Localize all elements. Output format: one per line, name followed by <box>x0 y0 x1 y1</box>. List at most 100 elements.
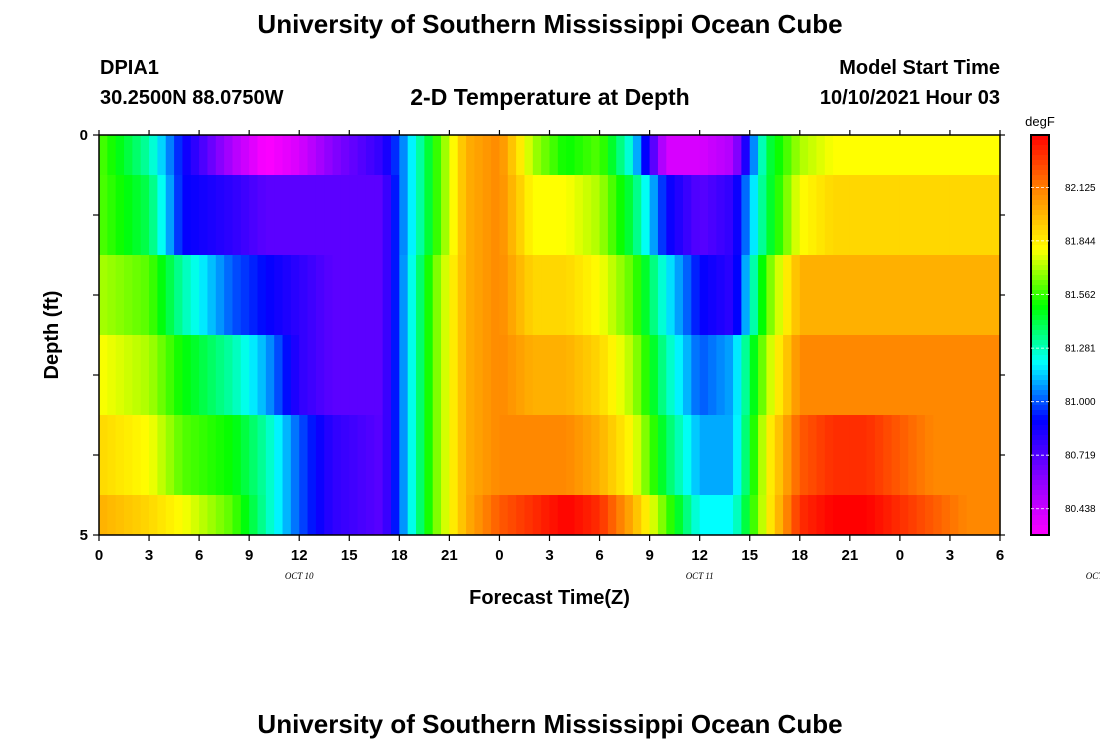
heatmap-cell <box>549 135 559 175</box>
colorbar-segment <box>1031 300 1049 306</box>
heatmap-cell <box>557 255 567 335</box>
heatmap-cell <box>199 495 209 535</box>
heatmap-cell <box>582 175 592 255</box>
heatmap-cell <box>933 255 943 335</box>
heatmap-cell <box>516 335 526 415</box>
heatmap-cell <box>991 135 1001 175</box>
heatmap-cell <box>532 415 542 495</box>
heatmap-cell <box>607 415 617 495</box>
heatmap-cell <box>924 175 934 255</box>
footer-title: University of Southern Mississippi Ocean… <box>257 709 843 739</box>
heatmap-cell <box>641 255 651 335</box>
heatmap-cell <box>574 415 584 495</box>
heatmap-cell <box>699 135 709 175</box>
heatmap-cell <box>340 415 350 495</box>
heatmap-cell <box>449 255 459 335</box>
heatmap-cell <box>933 495 943 535</box>
heatmap-cell <box>908 175 918 255</box>
heatmap-cell <box>949 175 959 255</box>
x-tick-label: 9 <box>245 547 253 564</box>
page-title: University of Southern Mississippi Ocean… <box>257 9 843 39</box>
heatmap-cell <box>99 415 108 495</box>
heatmap-cell <box>808 415 818 495</box>
heatmap-cell <box>566 495 576 535</box>
heatmap-cell <box>390 335 400 415</box>
heatmap-cell <box>474 495 484 535</box>
heatmap-cell <box>866 415 876 495</box>
heatmap-cell <box>941 335 951 415</box>
heatmap-cell <box>124 495 133 535</box>
colorbar-segment <box>1031 530 1049 536</box>
heatmap-cell <box>407 175 417 255</box>
heatmap-cell <box>708 415 717 495</box>
heatmap-cell <box>699 415 709 495</box>
heatmap-cell <box>357 175 367 255</box>
heatmap-cell <box>507 255 517 335</box>
heatmap-cell <box>791 135 801 175</box>
colorbar-segment <box>1031 425 1049 431</box>
heatmap-cell <box>949 415 959 495</box>
heatmap-cell <box>733 335 742 415</box>
x-tick-label: 0 <box>495 547 503 564</box>
heatmap-cell <box>582 415 592 495</box>
heatmap-cell <box>474 135 484 175</box>
heatmap-cell <box>966 415 976 495</box>
heatmap-cell <box>140 495 150 535</box>
heatmap-cell <box>132 335 142 415</box>
heatmap-cell <box>432 415 442 495</box>
colorbar-segment <box>1031 230 1049 236</box>
heatmap-cell <box>824 495 834 535</box>
heatmap-cell <box>357 255 367 335</box>
x-tick-label: 6 <box>996 547 1004 564</box>
heatmap-cell <box>632 495 642 535</box>
heatmap-cell <box>107 135 117 175</box>
colorbar-segment <box>1031 325 1049 331</box>
heatmap-cell <box>591 175 601 255</box>
heatmap-cell <box>449 335 459 415</box>
heatmap-cell <box>758 135 767 175</box>
heatmap-cell <box>274 255 284 335</box>
heatmap-cell <box>741 255 751 335</box>
colorbar-segment <box>1031 450 1049 456</box>
heatmap-cell <box>916 255 926 335</box>
heatmap-cell <box>290 135 300 175</box>
model-start-value: 10/10/2021 Hour 03 <box>819 87 1000 109</box>
heatmap-cell <box>674 255 684 335</box>
heatmap-cell <box>649 495 659 535</box>
colorbar-segment <box>1031 405 1049 411</box>
heatmap-cell <box>282 135 292 175</box>
heatmap-cell <box>441 135 450 175</box>
heatmap-cell <box>115 255 125 335</box>
heatmap-cell <box>991 495 1001 535</box>
colorbar-segment <box>1031 265 1049 271</box>
heatmap-cell <box>190 175 200 255</box>
colorbar-segment <box>1031 385 1049 391</box>
colorbar-segment <box>1031 345 1049 351</box>
heatmap-cell <box>566 415 576 495</box>
colorbar-segment <box>1031 260 1049 266</box>
heatmap-cell <box>107 335 117 415</box>
heatmap-cell <box>758 495 767 535</box>
heatmap-cell <box>132 135 142 175</box>
heatmap-cell <box>708 495 717 535</box>
heatmap-cell <box>991 415 1001 495</box>
heatmap-cell <box>766 135 776 175</box>
heatmap-cell <box>599 335 609 415</box>
heatmap-cell <box>616 255 626 335</box>
heatmap-cell <box>682 135 692 175</box>
heatmap-cell <box>407 415 417 495</box>
heatmap-cell <box>641 495 651 535</box>
heatmap-cell <box>474 335 484 415</box>
heatmap-cell <box>157 255 167 335</box>
heatmap-cell <box>916 175 926 255</box>
heatmap-cell <box>657 495 667 535</box>
heatmap-cell <box>165 335 175 415</box>
heatmap-cell <box>691 335 701 415</box>
heatmap-cell <box>282 335 292 415</box>
heatmap-cell <box>624 255 634 335</box>
heatmap-cell <box>833 335 843 415</box>
colorbar-segment <box>1031 500 1049 506</box>
x-tick-label: 3 <box>946 547 954 564</box>
heatmap-cell <box>716 135 726 175</box>
heatmap-cell <box>224 175 234 255</box>
